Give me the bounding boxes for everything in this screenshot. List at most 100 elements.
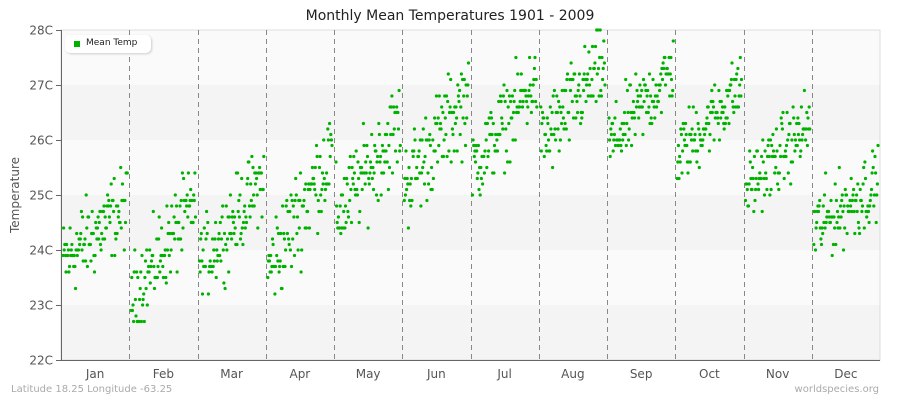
data-point [549, 132, 554, 137]
data-point [211, 237, 215, 241]
data-point [525, 99, 529, 104]
data-point [721, 110, 725, 115]
data-point [695, 160, 699, 164]
data-point [295, 215, 300, 219]
data-point [175, 270, 179, 274]
data-point [145, 303, 149, 307]
data-point [380, 143, 384, 148]
data-point [240, 176, 244, 181]
data-point [540, 121, 544, 126]
data-point [726, 94, 730, 98]
data-point [188, 204, 192, 208]
data-point [796, 116, 800, 120]
data-point [403, 176, 407, 181]
data-point [578, 94, 582, 98]
data-point [165, 204, 169, 208]
data-point [711, 105, 716, 109]
data-point [459, 72, 463, 76]
location-caption: Latitude 18.25 Longitude -63.25 [11, 384, 173, 395]
data-point [872, 193, 877, 197]
data-point [167, 220, 171, 225]
data-point [748, 149, 752, 153]
data-point [407, 165, 411, 170]
data-point [682, 127, 686, 131]
data-point [503, 99, 507, 104]
data-point [799, 149, 803, 153]
data-point [440, 105, 444, 109]
data-point [865, 215, 869, 219]
data-point [750, 187, 754, 192]
data-point [668, 72, 672, 76]
data-point [671, 39, 675, 43]
data-point [691, 149, 695, 153]
data-point [130, 308, 134, 313]
data-point [256, 226, 260, 230]
data-point [628, 83, 633, 87]
data-point [746, 204, 751, 208]
data-point [661, 61, 665, 65]
data-point [114, 237, 118, 241]
data-point [141, 303, 145, 307]
data-point [526, 94, 531, 98]
data-point [828, 220, 833, 225]
data-point [688, 160, 692, 164]
data-point [415, 165, 419, 170]
data-point [465, 116, 469, 120]
data-point [692, 138, 697, 142]
data-point [533, 55, 537, 60]
data-point [267, 259, 272, 263]
data-point [398, 143, 402, 148]
data-point [283, 264, 287, 269]
data-point [602, 61, 607, 65]
data-point [375, 160, 379, 164]
data-point [807, 105, 811, 109]
data-point [406, 182, 410, 186]
data-point [420, 138, 424, 142]
data-point [199, 231, 203, 236]
data-point [192, 193, 196, 197]
data-point [765, 187, 769, 192]
data-point [624, 77, 628, 82]
data-point [564, 88, 568, 93]
data-point [119, 165, 123, 170]
data-point [591, 94, 595, 98]
data-point [112, 209, 116, 214]
data-point [319, 209, 323, 214]
data-point [858, 231, 862, 236]
data-point [476, 171, 480, 175]
data-point [442, 138, 446, 142]
data-point [306, 209, 310, 214]
data-point [455, 149, 459, 153]
data-point [835, 209, 840, 214]
data-point [734, 77, 738, 82]
data-point [534, 77, 538, 82]
data-point [503, 171, 507, 175]
data-point [529, 110, 534, 115]
data-point [492, 171, 496, 175]
data-point [193, 215, 198, 219]
data-point [790, 160, 795, 164]
data-point [278, 259, 282, 263]
data-point [832, 215, 836, 219]
data-point [526, 105, 530, 109]
data-point [62, 226, 66, 230]
grid-band [61, 30, 880, 85]
data-point [603, 83, 607, 87]
data-point [295, 231, 299, 236]
data-point [528, 83, 532, 87]
data-point [613, 143, 618, 148]
data-point [207, 270, 211, 274]
data-point [271, 242, 275, 247]
data-point [328, 121, 332, 126]
data-point [251, 165, 255, 170]
data-point [631, 99, 636, 104]
data-point [160, 226, 164, 230]
data-point [800, 138, 804, 142]
data-point [338, 204, 342, 208]
data-point [80, 248, 84, 252]
data-point [542, 154, 546, 159]
data-point [552, 132, 556, 137]
data-point [428, 132, 432, 137]
data-point [830, 253, 834, 258]
data-point [85, 264, 89, 269]
